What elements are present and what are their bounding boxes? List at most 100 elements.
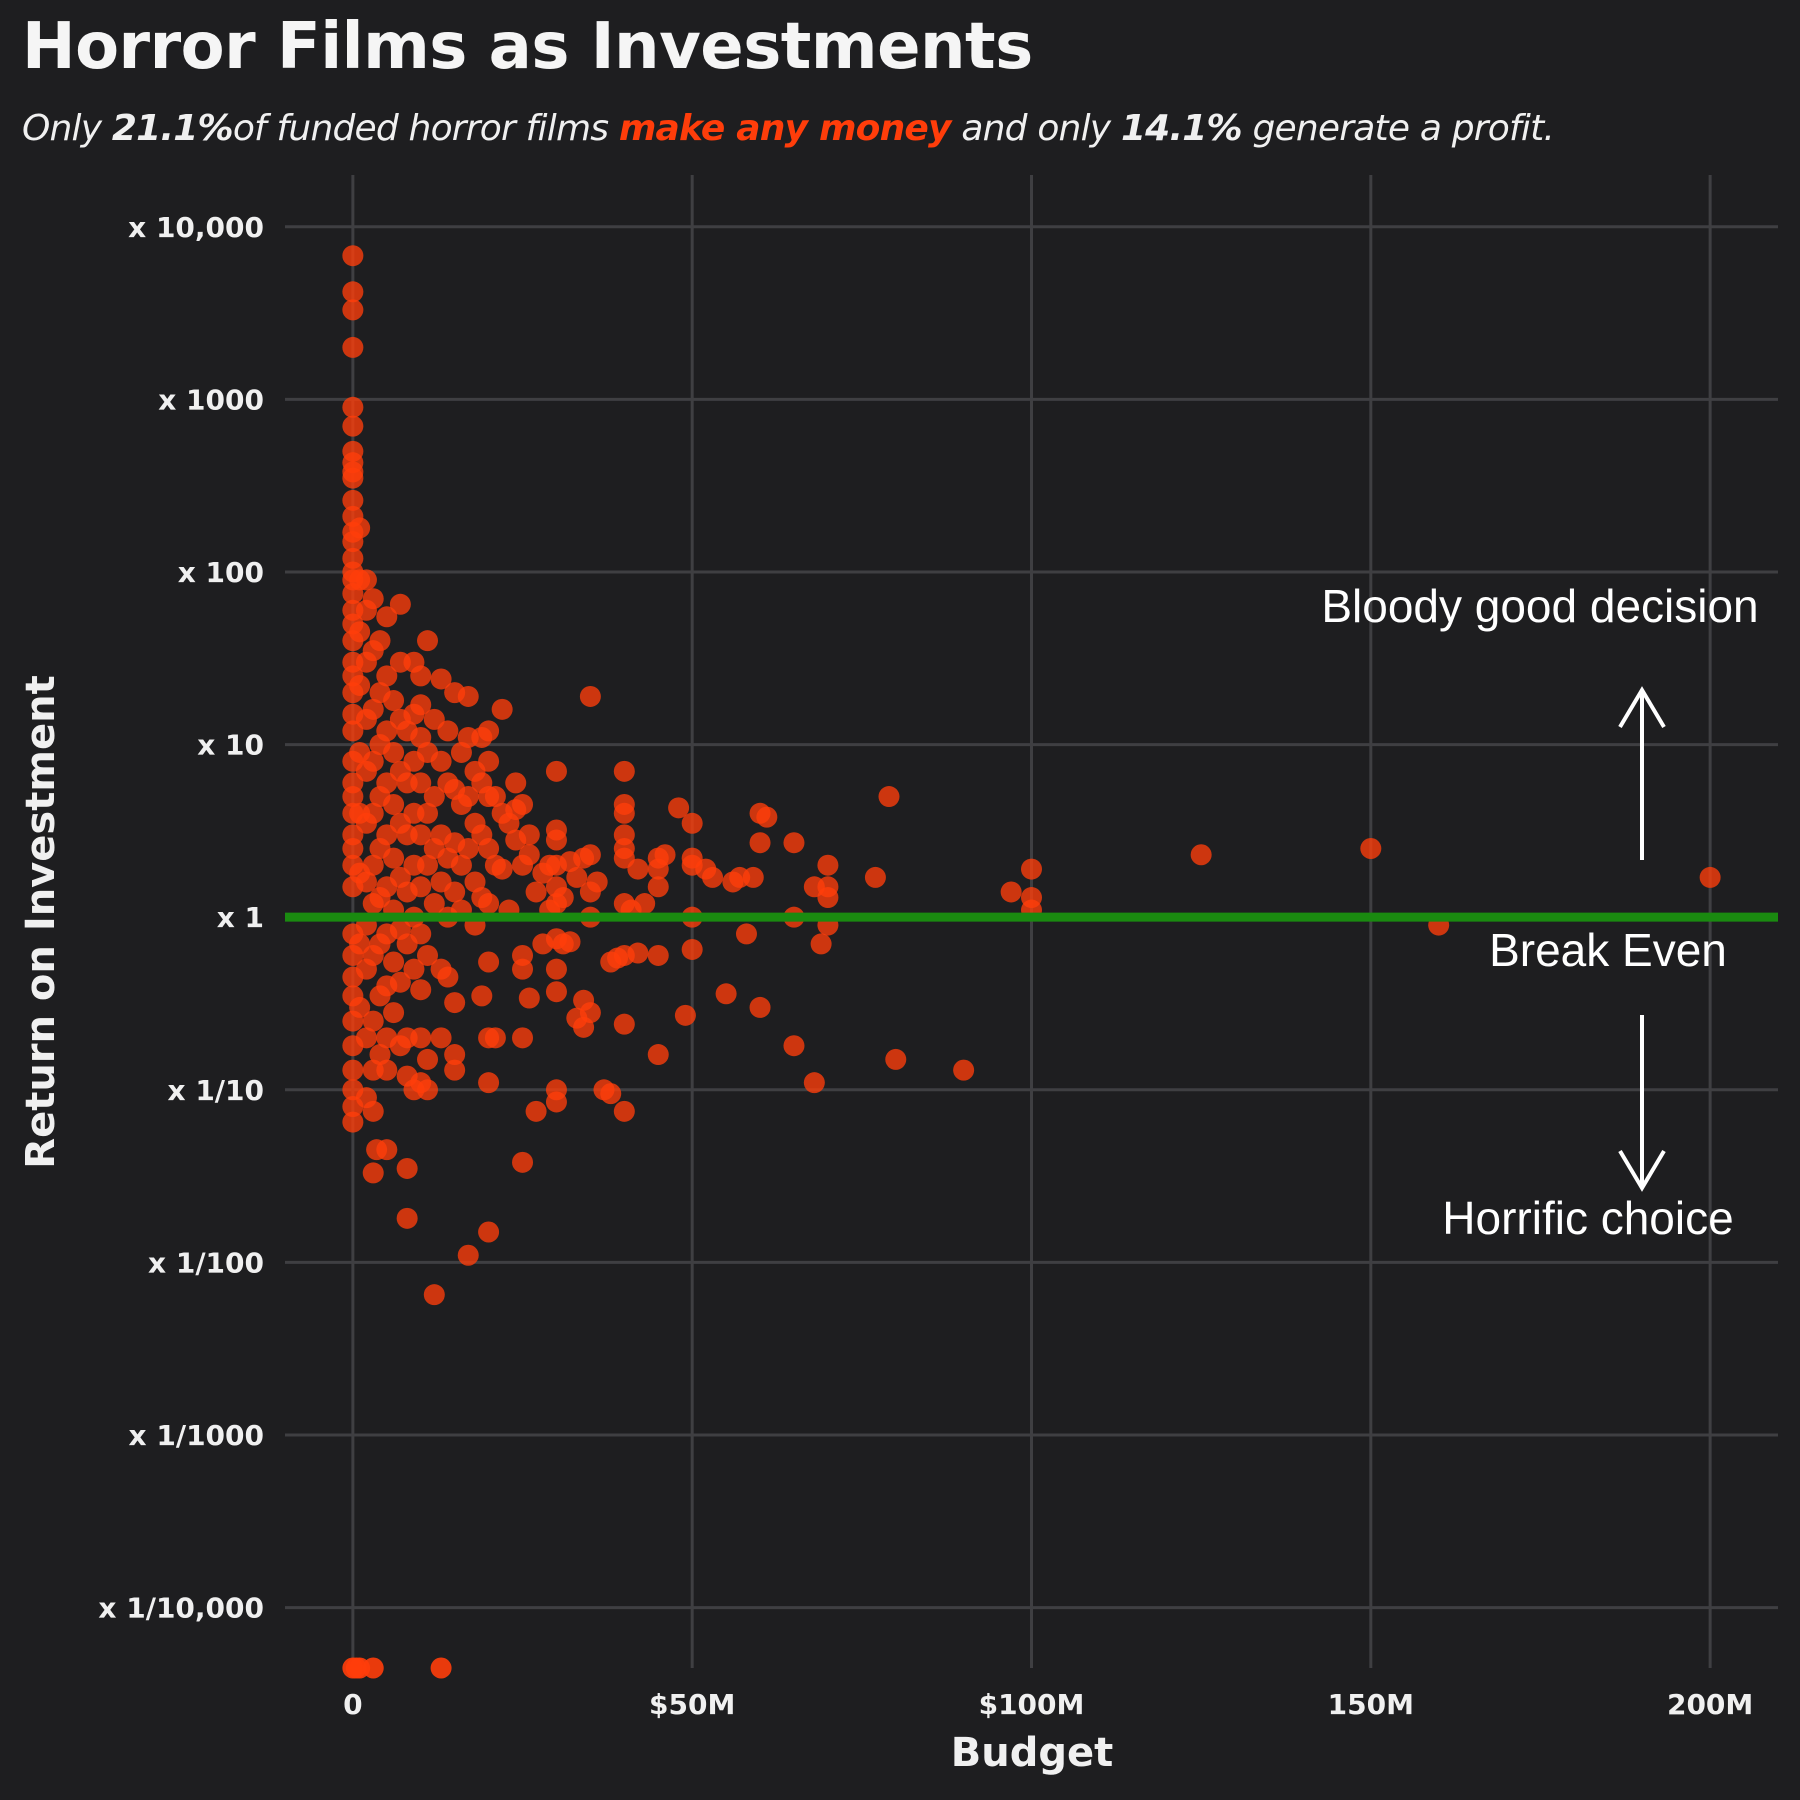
x-tick-label: $50M	[649, 1688, 735, 1721]
data-point	[478, 1072, 500, 1094]
data-point	[437, 966, 459, 988]
data-point	[383, 793, 405, 815]
data-point	[362, 1010, 384, 1032]
data-point	[1000, 881, 1022, 903]
data-point	[600, 1083, 622, 1105]
y-tick-label: x 1/100	[148, 1246, 264, 1279]
data-point	[389, 971, 411, 993]
y-tick-label: x 10,000	[128, 211, 264, 244]
data-point	[545, 760, 567, 782]
data-point	[478, 838, 500, 860]
data-point	[450, 854, 472, 876]
data-point	[647, 1044, 669, 1066]
data-point	[376, 1059, 398, 1081]
data-point	[579, 844, 601, 866]
data-point	[444, 881, 466, 903]
x-tick-label: 0	[343, 1688, 362, 1721]
data-point	[545, 958, 567, 980]
data-point	[525, 881, 547, 903]
data-point	[627, 858, 649, 880]
data-point	[423, 893, 445, 915]
data-point	[417, 944, 439, 966]
data-point	[349, 674, 371, 696]
data-point	[342, 396, 364, 418]
data-point	[444, 1044, 466, 1066]
y-tick-labels: x 10,000 x 1000 x 100 x 10 x 1 x 1/10 x 1/100 x…	[98, 211, 264, 1625]
data-point	[674, 1004, 696, 1026]
data-point	[410, 694, 432, 716]
data-point	[342, 336, 364, 358]
data-point	[579, 1002, 601, 1024]
data-point	[634, 893, 656, 915]
annotation-break-even: Break Even	[1489, 924, 1727, 976]
data-point	[342, 245, 364, 267]
data-point	[478, 750, 500, 772]
y-axis-title: Return on Investment	[18, 675, 64, 1168]
data-point	[681, 938, 703, 960]
data-point	[369, 630, 391, 652]
y-tick-label: x 1	[217, 901, 264, 934]
data-point	[552, 887, 574, 909]
arrow-down-icon	[1618, 1015, 1666, 1192]
data-point	[437, 720, 459, 742]
data-point	[457, 685, 479, 707]
data-point	[349, 621, 371, 643]
data-point	[376, 1139, 398, 1161]
data-point	[810, 933, 832, 955]
data-point	[342, 786, 364, 808]
data-point	[410, 923, 432, 945]
data-point	[376, 606, 398, 628]
data-point	[545, 981, 567, 1003]
data-point	[878, 786, 900, 808]
data-point	[349, 517, 371, 539]
x-tick-label: $100M	[979, 1688, 1085, 1721]
data-point	[383, 951, 405, 973]
data-point	[417, 1048, 439, 1070]
data-point	[484, 786, 506, 808]
data-point	[613, 1013, 635, 1035]
data-point	[376, 665, 398, 687]
y-tick-label: x 1/1000	[129, 1419, 264, 1452]
data-point	[410, 876, 432, 898]
data-point	[715, 983, 737, 1005]
data-point	[668, 797, 690, 819]
data-point	[349, 996, 371, 1018]
data-point	[383, 1002, 405, 1024]
data-point	[430, 668, 452, 690]
data-point	[396, 1207, 418, 1229]
annotation-horrific-choice: Horrific choice	[1442, 1192, 1733, 1244]
data-point	[417, 854, 439, 876]
x-tick-labels: 0 $50M $100M 150M 200M	[343, 1688, 1753, 1721]
data-point	[362, 588, 384, 610]
data-point	[410, 1027, 432, 1049]
data-point	[1360, 838, 1382, 860]
data-point	[478, 893, 500, 915]
data-point	[749, 996, 771, 1018]
data-point	[817, 887, 839, 909]
data-point	[430, 1027, 452, 1049]
data-point	[512, 793, 534, 815]
data-point	[423, 1284, 445, 1306]
data-point	[417, 802, 439, 824]
y-tick-label: x 1/10	[168, 1074, 264, 1107]
data-point	[342, 415, 364, 437]
data-point	[362, 1100, 384, 1122]
data-point	[389, 593, 411, 615]
data-point	[512, 958, 534, 980]
chart-subtitle: Only 21.1%of funded horror films make an…	[22, 108, 1555, 149]
data-point	[457, 838, 479, 860]
data-point	[383, 741, 405, 763]
data-point	[1699, 866, 1721, 888]
data-point	[518, 824, 540, 846]
data-point	[749, 832, 771, 854]
x-axis-title: Budget	[951, 1730, 1113, 1776]
data-point	[864, 866, 886, 888]
data-point	[735, 923, 757, 945]
data-point	[383, 847, 405, 869]
data-point	[342, 299, 364, 321]
data-point	[457, 786, 479, 808]
data-point	[444, 1059, 466, 1081]
data-point	[383, 690, 405, 712]
data-point	[471, 985, 493, 1007]
